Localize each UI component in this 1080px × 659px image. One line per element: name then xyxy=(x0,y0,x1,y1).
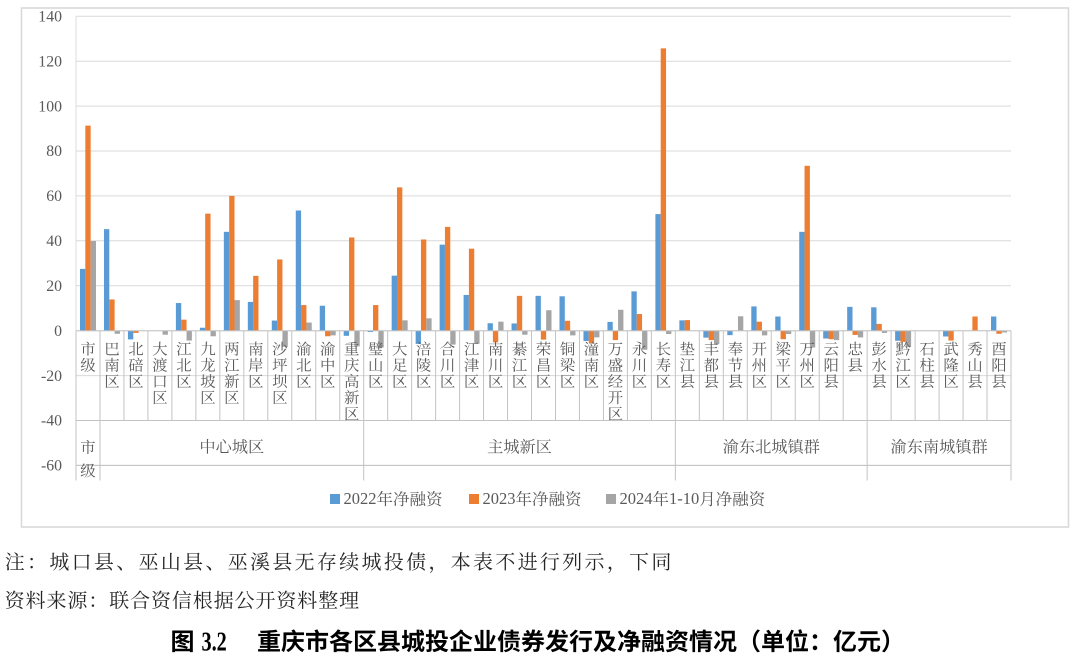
svg-text:140: 140 xyxy=(38,8,62,25)
svg-text:2022: 2022 xyxy=(344,489,377,508)
svg-text:2024: 2024 xyxy=(620,489,653,508)
svg-text:-40: -40 xyxy=(41,413,62,430)
svg-text:1-10: 1-10 xyxy=(669,489,699,508)
svg-text:40: 40 xyxy=(46,233,62,250)
svg-text:0: 0 xyxy=(54,323,62,340)
svg-text:120: 120 xyxy=(38,53,62,70)
svg-text:-20: -20 xyxy=(41,368,62,385)
svg-text:-60: -60 xyxy=(41,458,62,475)
svg-text:3.2: 3.2 xyxy=(202,628,227,657)
svg-text:60: 60 xyxy=(46,188,62,205)
svg-text:80: 80 xyxy=(46,143,62,160)
svg-text:2023: 2023 xyxy=(483,489,516,508)
svg-text:100: 100 xyxy=(38,98,62,115)
svg-text:20: 20 xyxy=(46,278,62,295)
